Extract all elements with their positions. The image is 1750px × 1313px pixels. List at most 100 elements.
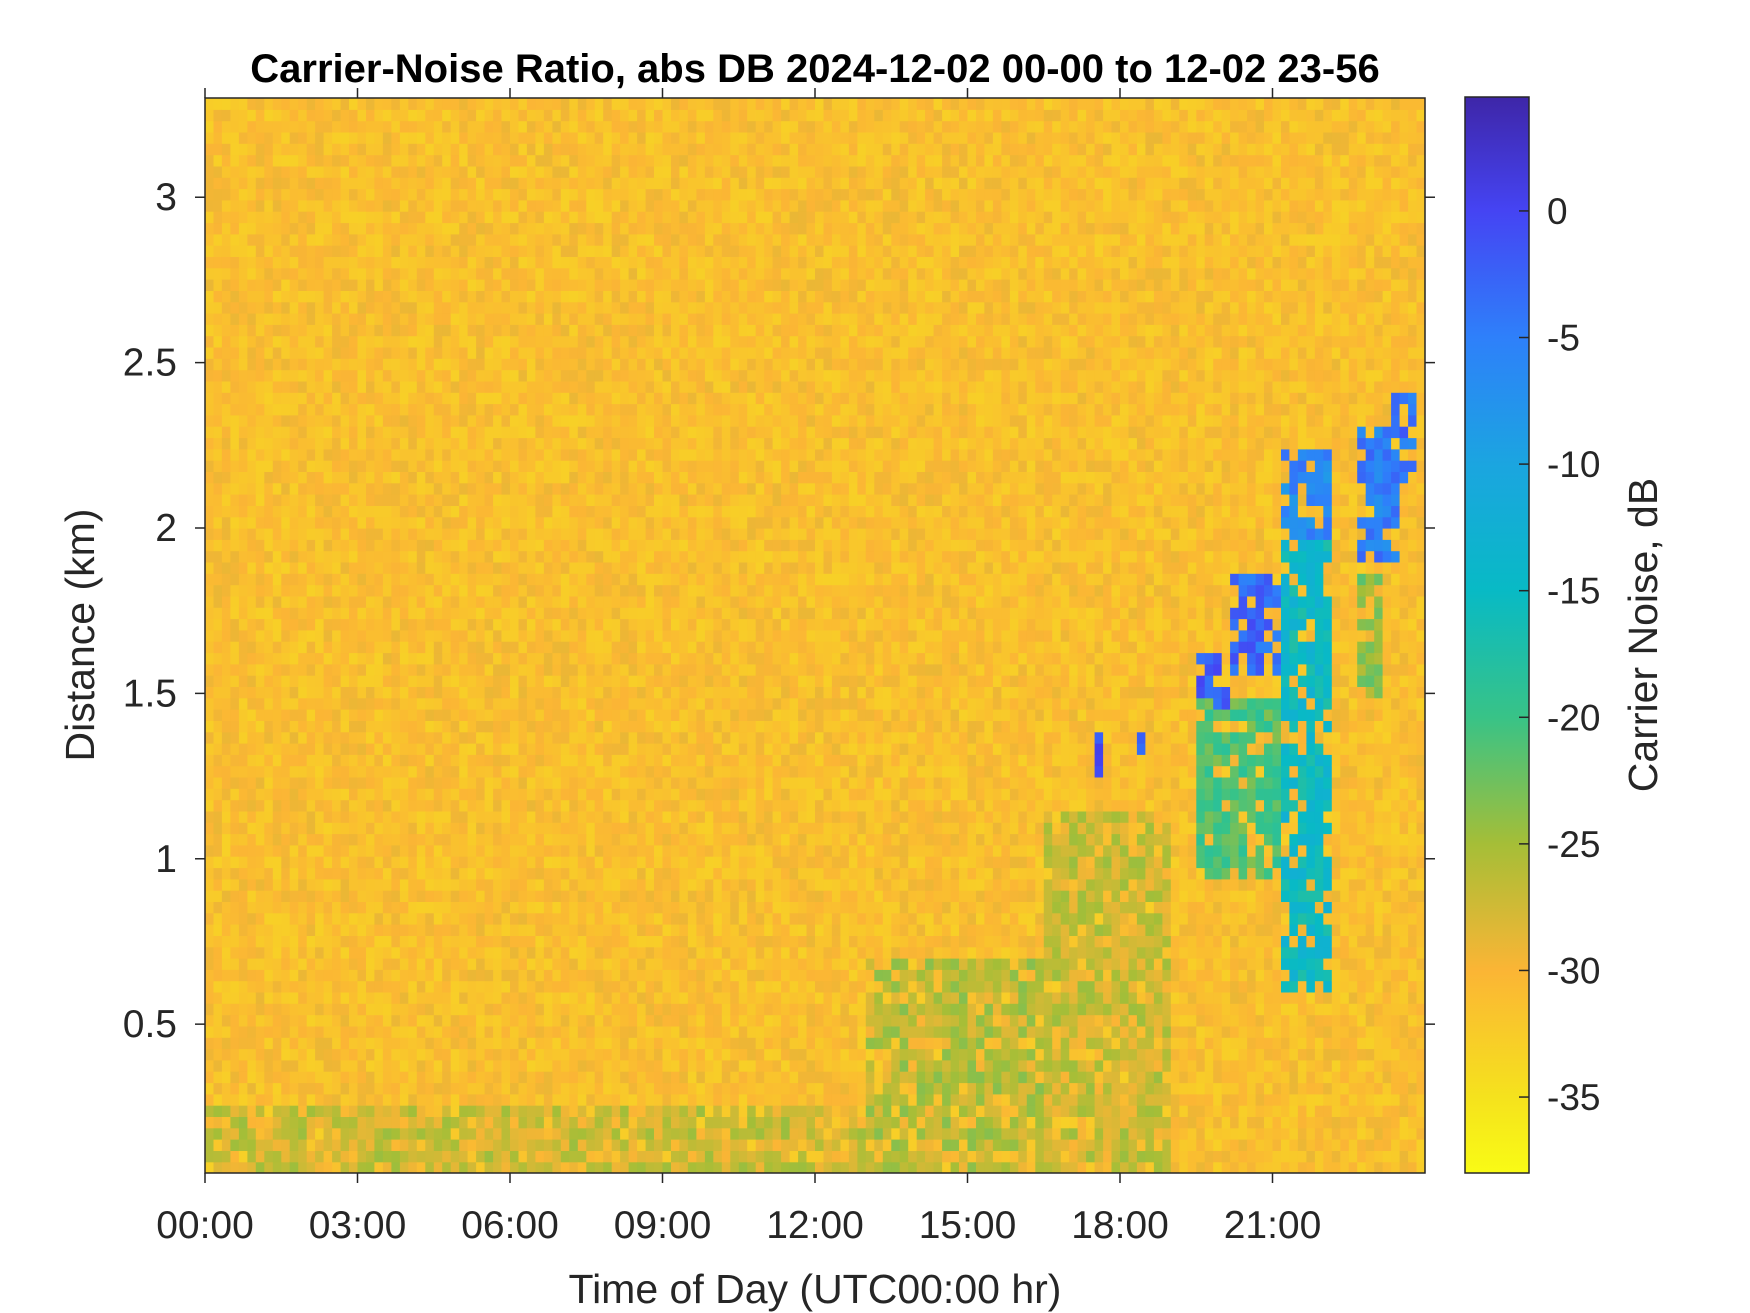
heatmap-cell [306,267,316,280]
heatmap-cell [603,822,613,835]
heatmap-cell [315,177,325,190]
heatmap-cell [315,980,325,993]
heatmap-cell [637,901,647,914]
heatmap-cell [230,958,240,970]
heatmap-cell [281,335,291,348]
heatmap-cell [645,607,655,620]
heatmap-cell [510,335,520,348]
heatmap-cell [315,1003,325,1016]
heatmap-cell [298,222,308,235]
heatmap-cell [399,641,409,654]
heatmap-cell [315,1014,325,1027]
heatmap-cell [543,437,553,450]
heatmap-cell [205,561,215,574]
heatmap-cell [349,222,359,235]
heatmap-cell [442,629,452,642]
heatmap-cell [628,482,638,495]
heatmap-cell [603,177,613,190]
heatmap-cell [493,505,503,518]
heatmap-cell [264,980,274,993]
heatmap-cell [374,912,384,925]
heatmap-cell [221,788,231,801]
heatmap-cell [425,1127,435,1140]
heatmap-cell [543,1059,553,1072]
heatmap-cell [399,822,409,835]
heatmap-cell [349,199,359,212]
heatmap-cell [332,958,342,970]
heatmap-cell [264,256,274,269]
heatmap-cell [247,1116,257,1129]
heatmap-cell [230,177,240,190]
heatmap-cell [281,245,291,257]
heatmap-cell [332,1116,342,1129]
heatmap-cell [255,1150,265,1163]
heatmap-cell [569,629,579,642]
heatmap-cell [349,1025,359,1038]
heatmap-cell [349,358,359,371]
heatmap-cell [637,120,647,133]
heatmap-cell [306,595,316,608]
heatmap-cell [340,131,350,144]
heatmap-cell [637,969,647,982]
heatmap-cell [205,890,215,902]
heatmap-cell [323,471,333,484]
heatmap-cell [332,901,342,914]
heatmap-cell [264,788,274,801]
heatmap-cell [221,754,231,767]
heatmap-cell [442,822,452,835]
heatmap-cell [450,279,460,291]
heatmap-cell [484,505,494,518]
heatmap-cell [493,369,503,382]
heatmap-cell [535,765,545,778]
heatmap-cell [315,290,325,303]
heatmap-cell [611,754,621,767]
heatmap-cell [560,833,570,846]
heatmap-cell [594,245,604,257]
heatmap-cell [535,924,545,936]
heatmap-cell [408,675,418,687]
heatmap-cell [238,788,248,801]
heatmap-cell [569,154,579,167]
heatmap-cell [484,844,494,857]
heatmap-cell [433,414,443,427]
heatmap-cell [349,245,359,257]
heatmap-cell [433,1082,443,1095]
heatmap-cell [560,199,570,212]
heatmap-cell [298,799,308,812]
heatmap-cell [484,1059,494,1072]
heatmap-cell [374,856,384,869]
heatmap-cell [586,346,596,359]
heatmap-cell [272,256,282,269]
heatmap-cell [340,256,350,269]
heatmap-cell [399,697,409,710]
heatmap-cell [467,403,477,416]
heatmap-cell [340,154,350,167]
heatmap-cell [306,516,316,529]
chart-title: Carrier-Noise Ratio, abs DB 2024-12-02 0… [250,47,1379,91]
heatmap-cell [433,641,443,654]
heatmap-cell [594,1071,604,1084]
heatmap-cell [408,414,418,427]
heatmap-cell [611,188,621,201]
heatmap-cell [281,1161,291,1173]
heatmap-cell [205,991,215,1004]
heatmap-cell [264,358,274,371]
heatmap-cell [560,403,570,416]
heatmap-cell [577,946,587,959]
heatmap-cell [594,346,604,359]
heatmap-cell [213,776,223,789]
heatmap-cell [374,743,384,755]
heatmap-cell [357,1037,367,1050]
heatmap-cell [399,528,409,540]
heatmap-cell [416,313,426,325]
heatmap-cell [577,392,587,405]
heatmap-cell [611,618,621,631]
heatmap-cell [620,1071,630,1084]
heatmap-cell [306,143,316,156]
heatmap-cell [247,313,257,325]
heatmap-cell [569,1059,579,1072]
heatmap-cell [332,120,342,133]
heatmap-cell [493,709,503,721]
heatmap-cell [349,1161,359,1173]
heatmap-cell [501,1150,511,1163]
